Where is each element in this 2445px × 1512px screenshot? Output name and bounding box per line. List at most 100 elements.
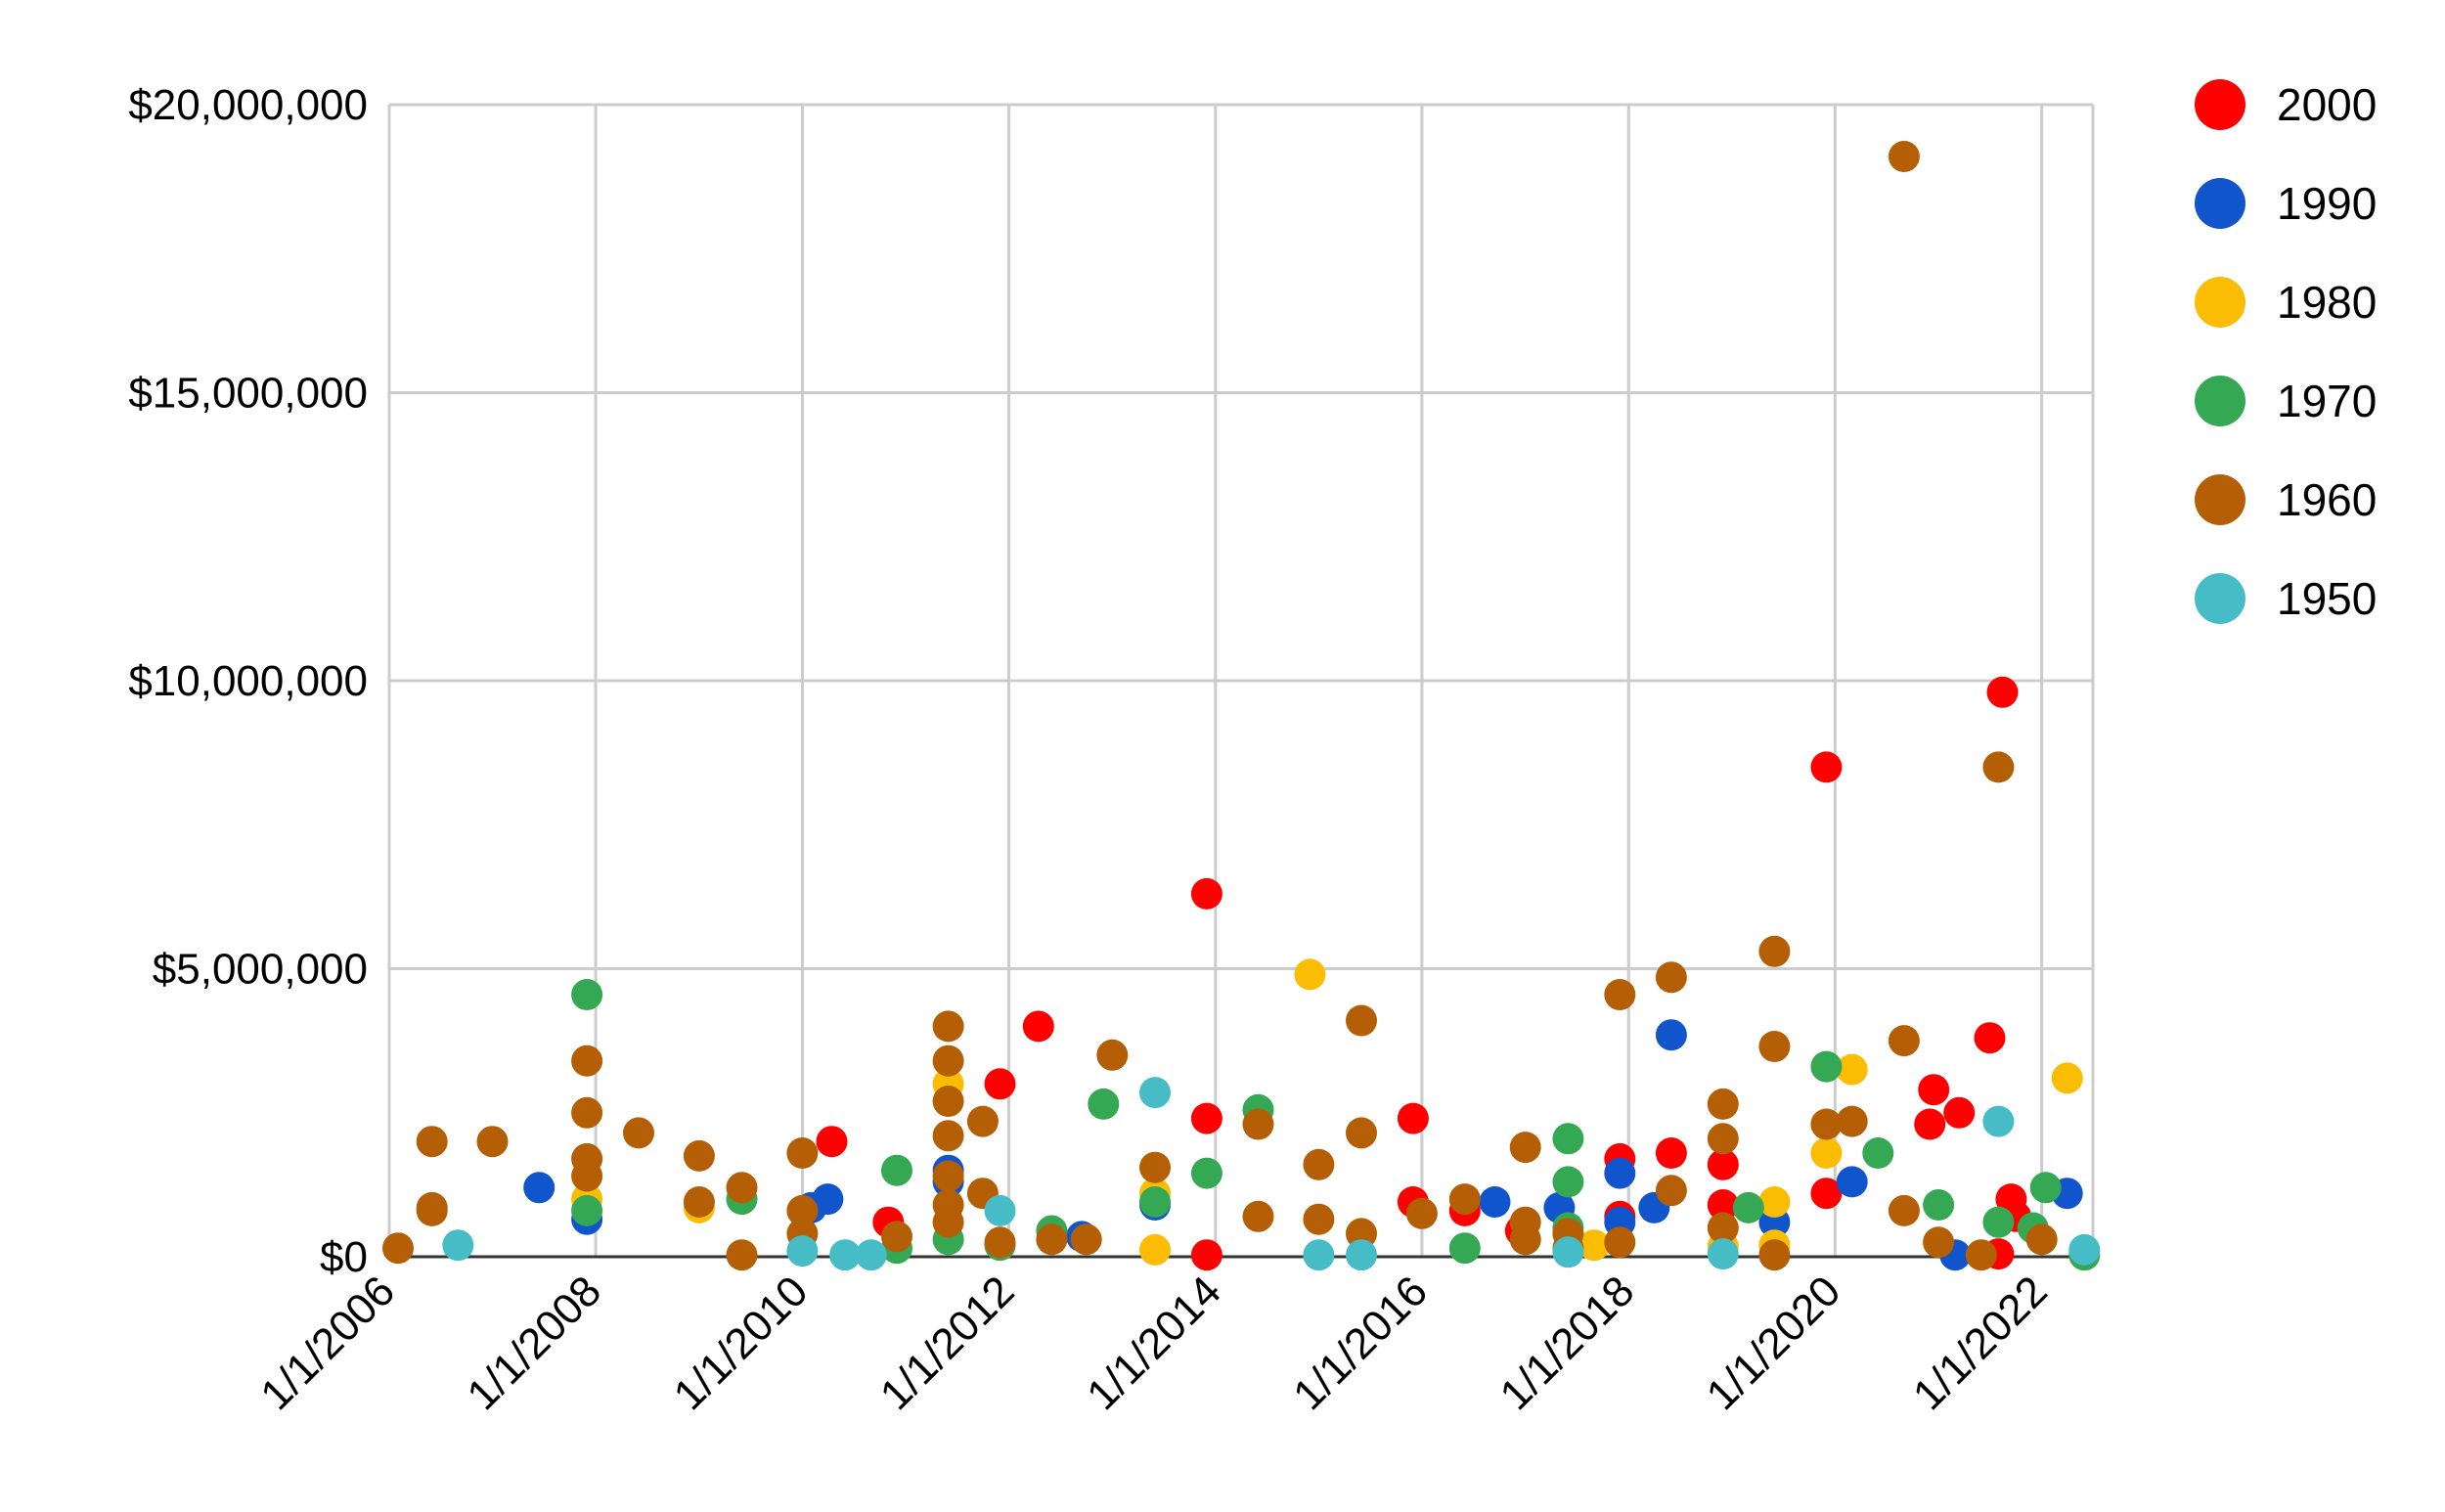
scatter-point	[932, 1086, 964, 1117]
scatter-point	[881, 1154, 912, 1186]
legend-label: 1960	[2277, 474, 2377, 525]
scatter-point	[1604, 1226, 1636, 1259]
scatter-point	[1552, 1123, 1584, 1155]
legend-marker	[2195, 277, 2245, 328]
scatter-point	[523, 1172, 556, 1204]
scatter-point	[1139, 1233, 1171, 1266]
scatter-point	[1303, 1203, 1335, 1235]
scatter-point	[1965, 1239, 1997, 1271]
y-tick-label: $20,000,000	[128, 81, 368, 129]
scatter-point	[1190, 1239, 1222, 1271]
scatter-point	[571, 1160, 603, 1192]
scatter-point	[1346, 1004, 1377, 1037]
scatter-point	[416, 1194, 448, 1226]
data-points	[382, 141, 2101, 1271]
scatter-point	[855, 1239, 887, 1271]
x-tick-label: 1/1/2016	[1284, 1267, 1437, 1419]
scatter-point	[1914, 1108, 1946, 1140]
scatter-point	[1707, 1189, 1739, 1221]
scatter-point	[1707, 1088, 1739, 1120]
scatter-point	[1810, 751, 1843, 783]
scatter-point	[1036, 1223, 1068, 1256]
scatter-point	[1190, 1157, 1222, 1189]
scatter-point	[476, 1126, 509, 1158]
legend-label: 1950	[2277, 573, 2377, 624]
scatter-point	[1986, 676, 2019, 708]
scatter-point	[1888, 1025, 1920, 1057]
scatter-point	[1758, 1239, 1791, 1271]
scatter-point	[1836, 1105, 1868, 1137]
x-tick-label: 1/1/2022	[1904, 1267, 2057, 1419]
series-1960	[382, 141, 2058, 1271]
scatter-point	[683, 1139, 715, 1172]
scatter-point	[1397, 1102, 1429, 1134]
scatter-point	[1918, 1074, 1950, 1106]
scatter-point	[1732, 1191, 1764, 1223]
legend-item: 1980	[2195, 277, 2377, 328]
scatter-point	[932, 1045, 964, 1077]
scatter-point	[1943, 1096, 1976, 1129]
x-tick-label: 1/1/2012	[871, 1267, 1024, 1419]
scatter-point	[984, 1226, 1016, 1259]
scatter-point	[1022, 1010, 1054, 1043]
scatter-point	[416, 1126, 448, 1158]
scatter-point	[1655, 1175, 1687, 1207]
scatter-point	[1707, 1212, 1739, 1244]
series-2000	[816, 676, 2032, 1271]
scatter-point	[1862, 1137, 1894, 1169]
scatter-point	[1190, 877, 1222, 910]
y-tick-label: $0	[320, 1233, 368, 1281]
scatter-point	[442, 1229, 474, 1262]
scatter-point	[2029, 1172, 2062, 1204]
scatter-point	[829, 1239, 862, 1271]
scatter-point	[932, 1206, 964, 1238]
scatter-point	[2025, 1223, 2058, 1256]
scatter-point	[1836, 1166, 1868, 1198]
scatter-point	[1242, 1108, 1274, 1140]
scatter-point	[1655, 961, 1687, 994]
legend-item: 1950	[2195, 573, 2377, 624]
scatter-point	[932, 1160, 964, 1192]
y-axis-ticks: $0 $5,000,000 $10,000,000 $15,000,000 $20,00…	[128, 81, 368, 1281]
scatter-point	[1509, 1223, 1541, 1256]
scatter-point	[1242, 1200, 1274, 1232]
scatter-point	[571, 979, 603, 1010]
scatter-point	[1758, 935, 1791, 967]
scatter-point	[881, 1221, 912, 1253]
scatter-point	[932, 1120, 964, 1152]
legend-marker	[2195, 474, 2245, 525]
scatter-point	[1810, 1108, 1843, 1140]
scatter-point	[1070, 1223, 1102, 1256]
scatter-point	[1982, 1206, 2015, 1238]
x-axis-ticks: 1/1/2006 1/1/2008 1/1/2010 1/1/2012 1/1/2014…	[251, 1267, 2056, 1419]
scatter-point	[683, 1186, 715, 1218]
scatter-point	[1982, 751, 2015, 783]
scatter-point	[1139, 1077, 1171, 1109]
y-tick-label: $15,000,000	[128, 370, 368, 418]
gridlines	[387, 103, 2095, 1259]
scatter-point	[382, 1232, 414, 1265]
scatter-point	[1810, 1050, 1843, 1083]
legend-marker	[2195, 178, 2245, 229]
scatter-point	[1139, 1151, 1171, 1183]
scatter-point	[623, 1117, 654, 1149]
scatter-point	[1294, 958, 1326, 991]
scatter-point	[1923, 1226, 1955, 1259]
legend: 2000 1990 1980 1970 1960 1950	[2195, 79, 2377, 624]
x-tick-label: 1/1/2018	[1491, 1267, 1644, 1419]
scatter-point	[1190, 1102, 1222, 1134]
legend-marker	[2195, 376, 2245, 426]
scatter-point	[1923, 1189, 1955, 1221]
legend-item: 1990	[2195, 178, 2377, 229]
scatter-point	[966, 1105, 999, 1137]
y-tick-label: $5,000,000	[153, 946, 368, 994]
legend-label: 1990	[2277, 178, 2377, 229]
scatter-point	[1346, 1239, 1377, 1271]
scatter-point	[1655, 1019, 1687, 1051]
scatter-point	[1604, 1157, 1636, 1189]
scatter-point	[1810, 1137, 1843, 1169]
scatter-point	[1707, 1123, 1739, 1155]
scatter-point	[1303, 1239, 1335, 1271]
scatter-point	[1888, 1194, 1920, 1226]
scatter-point	[571, 1194, 603, 1226]
